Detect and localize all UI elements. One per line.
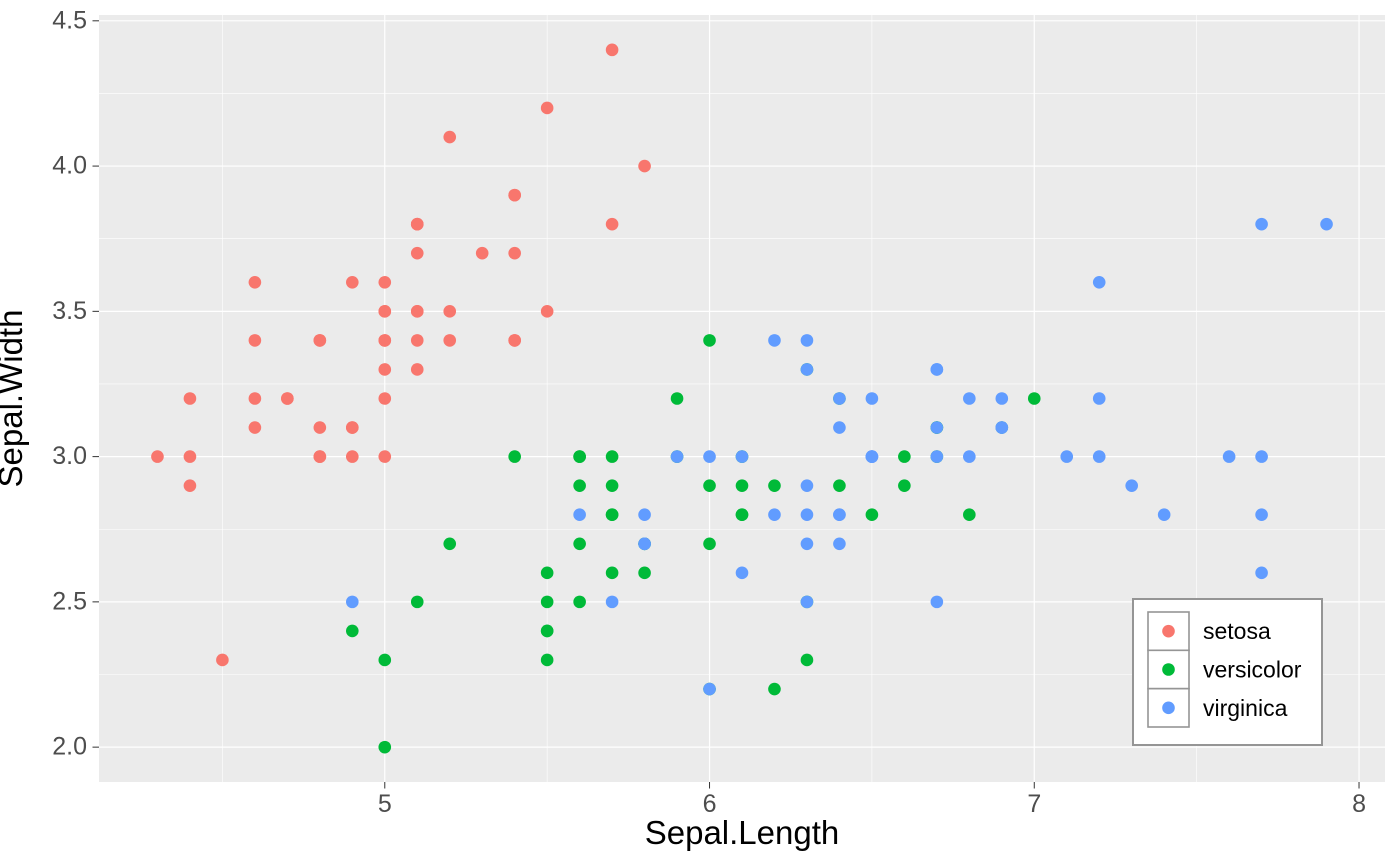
svg-text:versicolor: versicolor <box>1203 657 1302 683</box>
svg-text:3.0: 3.0 <box>52 442 87 470</box>
svg-text:4.0: 4.0 <box>52 152 87 180</box>
svg-text:3.5: 3.5 <box>52 297 87 325</box>
svg-text:2.0: 2.0 <box>52 733 87 761</box>
svg-text:Sepal.Width: Sepal.Width <box>0 310 29 488</box>
svg-text:8: 8 <box>1352 790 1366 818</box>
svg-text:2.5: 2.5 <box>52 587 87 615</box>
svg-text:5: 5 <box>378 790 392 818</box>
svg-text:4.5: 4.5 <box>52 6 87 34</box>
svg-text:7: 7 <box>1027 790 1041 818</box>
svg-text:setosa: setosa <box>1203 618 1271 644</box>
svg-text:virginica: virginica <box>1203 695 1288 721</box>
svg-text:Sepal.Length: Sepal.Length <box>645 814 840 851</box>
